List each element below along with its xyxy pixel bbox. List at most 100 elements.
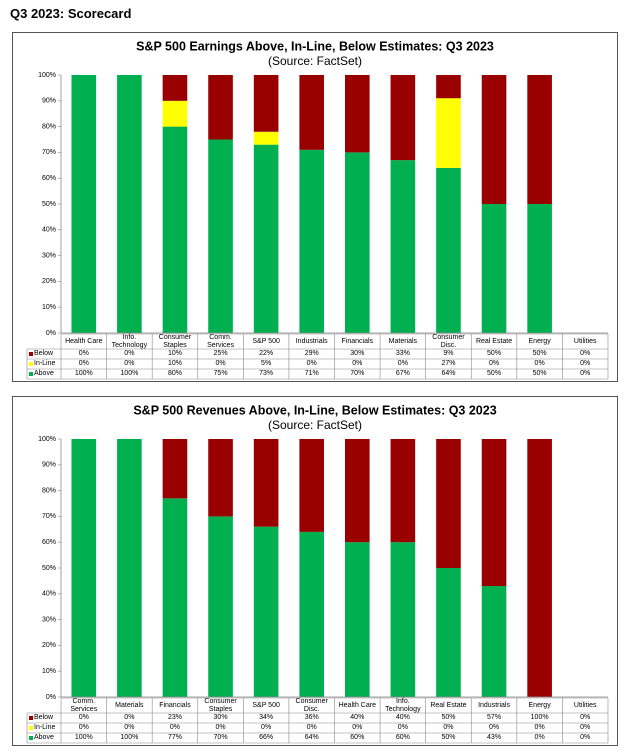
data-label: 50%	[441, 714, 456, 722]
bar-segment	[253, 131, 279, 145]
data-label: 0%	[78, 360, 89, 368]
bar-segment	[436, 568, 461, 697]
data-label: 0%	[580, 350, 591, 358]
data-label: 29%	[304, 350, 319, 358]
data-label: 60%	[395, 734, 410, 742]
category-label: Financials	[341, 337, 374, 345]
data-label: 60%	[350, 734, 365, 742]
legend-swatch	[29, 362, 33, 366]
bar-segment	[208, 139, 233, 333]
legend-entry: Above	[27, 369, 61, 379]
chart: S&P 500 Earnings Above, In-Line, Below E…	[26, 39, 609, 380]
category-label: Utilities	[573, 701, 597, 709]
data-label: 100%	[120, 370, 139, 378]
data-label: 30%	[213, 714, 228, 722]
bar-segment	[253, 144, 279, 333]
data-label: 0%	[215, 724, 226, 732]
data-label: 71%	[304, 370, 319, 378]
data-label: 23%	[167, 714, 182, 722]
data-label: 0%	[124, 714, 135, 722]
bar-segment	[527, 439, 552, 697]
data-label: 0%	[534, 360, 545, 368]
bar-segment	[299, 531, 325, 697]
chart-subtitle: (Source: FactSet)	[268, 418, 362, 432]
data-label: 40%	[395, 714, 410, 722]
category-label: Real Estate	[430, 701, 467, 709]
data-label: 0%	[580, 734, 591, 742]
data-label: 64%	[304, 734, 319, 742]
y-tick-label: 50%	[42, 201, 56, 208]
data-label: 0%	[169, 724, 180, 732]
data-label: 100%	[530, 714, 549, 722]
data-label: 50%	[532, 350, 547, 358]
bar-segment	[390, 439, 416, 543]
data-label: 0%	[78, 350, 89, 358]
data-label: 0%	[352, 724, 363, 732]
legend-entry: Below	[27, 349, 61, 359]
data-label: 70%	[350, 370, 365, 378]
category-label: Comm. Services	[70, 698, 98, 713]
bar-segment	[253, 526, 279, 697]
category-label: Consumer Disc.	[432, 334, 465, 349]
data-label: 0%	[261, 724, 272, 732]
data-label: 0%	[397, 360, 408, 368]
category-label: Materials	[115, 701, 144, 709]
category-label: S&P 500	[252, 337, 280, 345]
bar-segment	[481, 204, 507, 333]
data-label: 50%	[487, 370, 502, 378]
bar-segment	[390, 160, 416, 333]
category-label: Consumer Disc.	[295, 698, 328, 713]
bar-segment	[208, 439, 233, 517]
y-tick-label: 10%	[42, 668, 56, 675]
data-label: 0%	[488, 724, 500, 732]
data-label: 0%	[215, 360, 226, 368]
legend-entry: In-Line	[27, 359, 61, 369]
bar-segment	[481, 75, 507, 204]
legend-entry: Below	[27, 713, 61, 723]
data-label: 50%	[487, 350, 502, 358]
y-tick-label: 100%	[38, 72, 56, 79]
y-tick-label: 0%	[46, 694, 56, 701]
data-label: 70%	[213, 734, 228, 742]
bar-segment	[162, 498, 188, 697]
bar-segment	[253, 75, 279, 132]
y-tick-label: 40%	[42, 591, 56, 598]
bar-segment	[481, 439, 507, 587]
page-title: Q3 2023: Scorecard	[10, 6, 132, 21]
y-tick-label: 0%	[46, 330, 56, 337]
chart-panel: S&P 500 Revenues Above, In-Line, Below E…	[12, 396, 618, 746]
data-label: 34%	[259, 714, 274, 722]
bar-segment	[253, 439, 279, 527]
y-tick-label: 20%	[42, 642, 56, 649]
category-label: Real Estate	[475, 337, 513, 345]
bar-segment	[71, 75, 97, 333]
data-label: 22%	[259, 350, 274, 358]
y-tick-label: 80%	[42, 123, 56, 130]
y-tick-label: 60%	[42, 175, 56, 182]
bar-segment	[344, 152, 370, 333]
bar-segment	[162, 100, 188, 127]
y-tick-label: 70%	[42, 513, 56, 520]
data-label: 33%	[395, 350, 410, 358]
y-tick-label: 100%	[38, 436, 56, 443]
data-label: 40%	[350, 714, 365, 722]
data-label: 75%	[213, 370, 228, 378]
y-tick-label: 40%	[42, 227, 56, 234]
bar-segment	[208, 75, 233, 140]
bar-segment	[344, 439, 370, 543]
legend-label: Above	[34, 370, 54, 378]
data-label: 43%	[487, 734, 502, 742]
data-label: 0%	[124, 350, 135, 358]
data-label: 0%	[580, 724, 591, 732]
data-label: 0%	[534, 734, 545, 742]
category-label: S&P 500	[252, 701, 280, 709]
bar-segment	[208, 516, 233, 697]
data-label: 50%	[441, 734, 456, 742]
data-label: 67%	[395, 370, 410, 378]
bar-segment	[481, 586, 507, 697]
category-label: Energy	[528, 337, 551, 345]
chart-title: S&P 500 Earnings Above, In-Line, Below E…	[136, 39, 494, 53]
y-tick-label: 50%	[42, 565, 56, 572]
bar-segment	[436, 439, 461, 568]
category-label: Energy	[528, 701, 551, 709]
